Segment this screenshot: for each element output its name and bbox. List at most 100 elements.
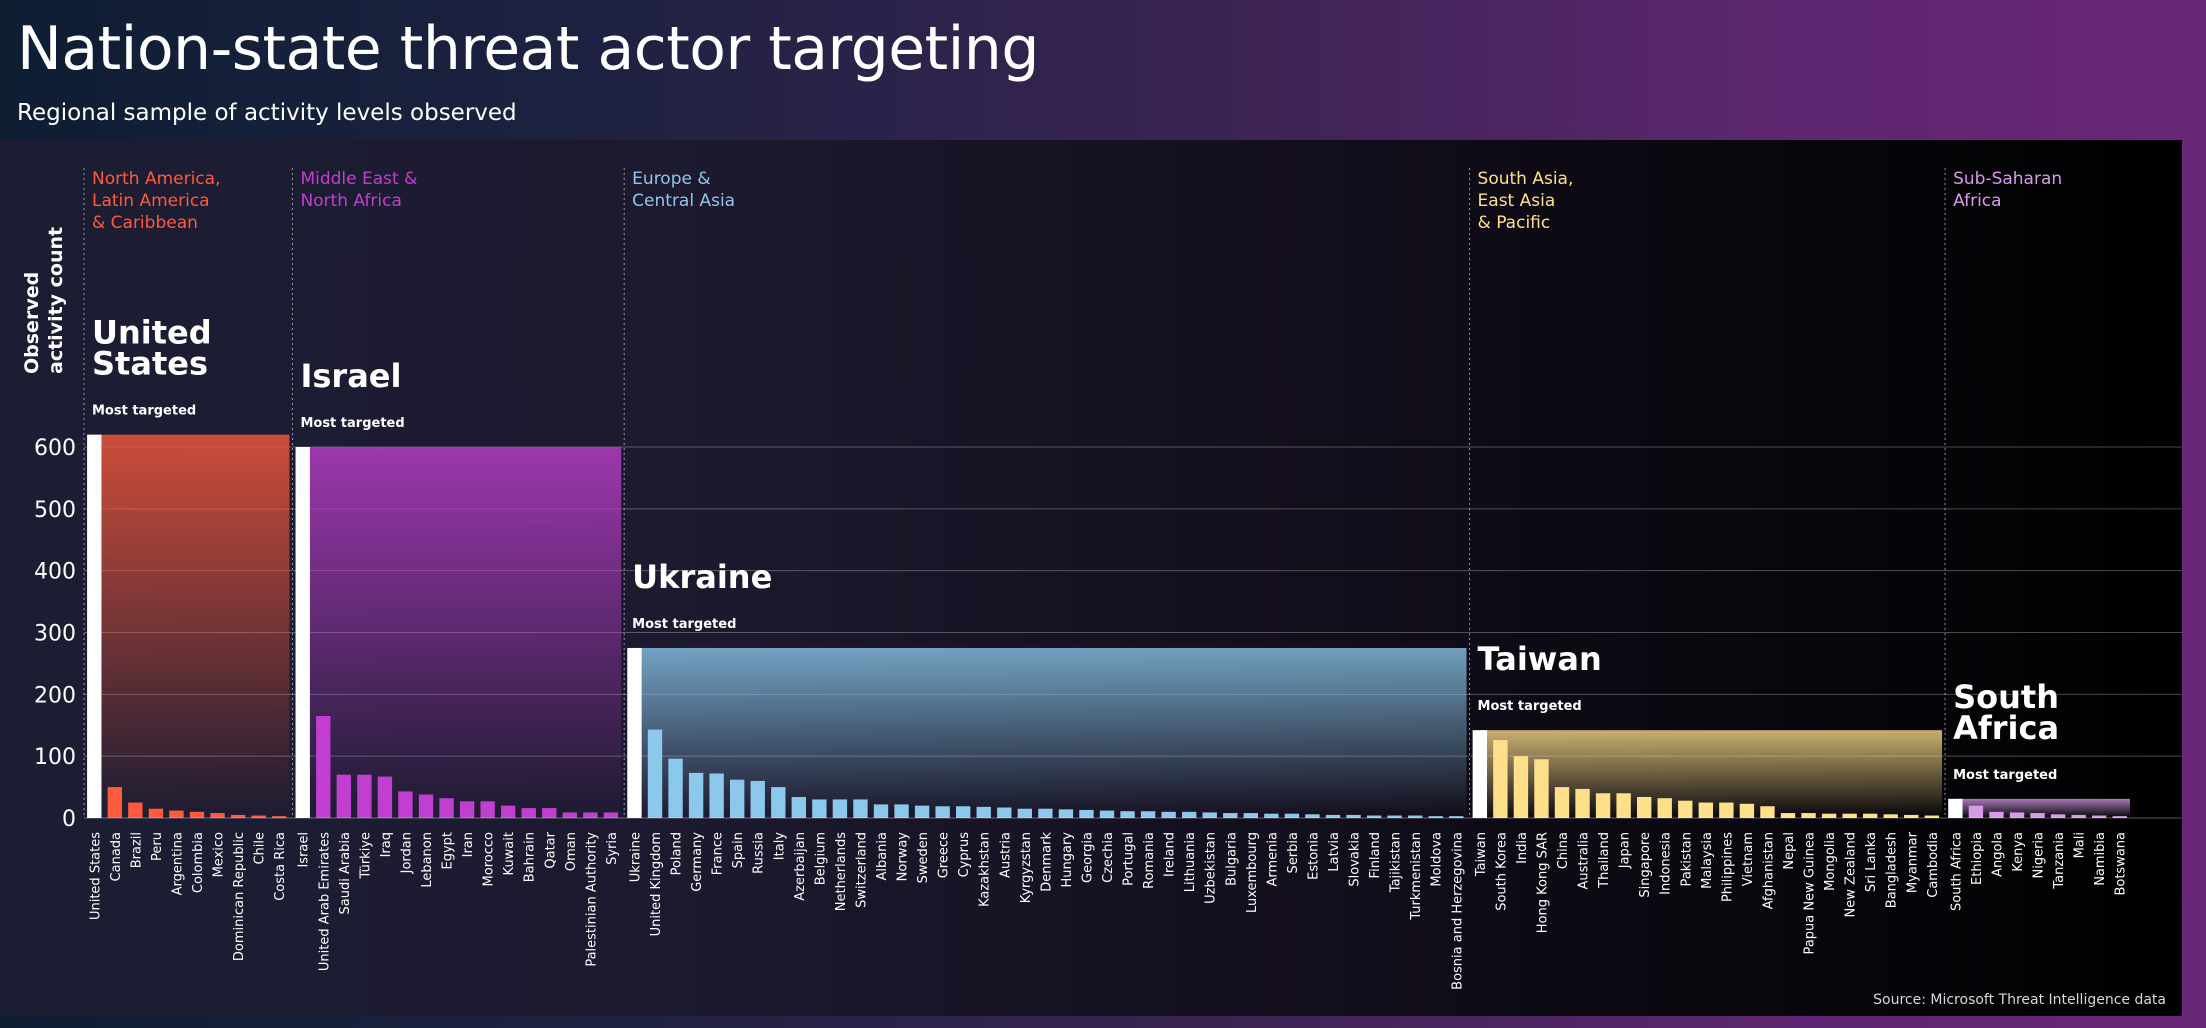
y-tick-label: 500: [34, 498, 76, 523]
top-value-band: [302, 447, 622, 818]
x-tick-label: Turkmenistan: [1409, 832, 1424, 921]
bar: [2009, 812, 2025, 818]
bar: [955, 806, 971, 818]
bar: [316, 715, 331, 818]
bar: [398, 791, 413, 818]
bar: [1534, 759, 1549, 818]
bar: [709, 773, 724, 818]
x-tick-label: Finland: [1368, 832, 1383, 878]
bar: [1678, 800, 1693, 818]
bar: [1760, 806, 1775, 818]
x-tick-label: Switzerland: [854, 832, 869, 908]
bar-chart: 0 100 200 300 400 500 600 Observed activity coun…: [21, 168, 2182, 990]
bar: [1657, 798, 1672, 818]
bar: [1904, 814, 1919, 818]
bar: [771, 787, 786, 818]
bar: [894, 804, 909, 818]
x-tick-label: Poland: [670, 832, 685, 875]
bar: [148, 808, 164, 818]
x-tick-label: Ethiopia: [1970, 832, 1985, 885]
bar: [2071, 814, 2086, 818]
bar: [1428, 816, 1443, 818]
x-tick-label: United Arab Emirates: [317, 832, 332, 971]
x-tick-label: Estonia: [1306, 832, 1321, 880]
x-tick-label: Nepal: [1782, 832, 1797, 870]
bar: [271, 816, 287, 818]
x-tick-label: Brazil: [129, 832, 144, 868]
x-tick-label: Azerbaijan: [793, 832, 808, 901]
page-title: Nation-state threat actor targeting: [17, 14, 1039, 84]
bar: [1554, 787, 1570, 818]
bar: [688, 772, 704, 818]
region-label: Middle East & North Africa: [300, 169, 417, 211]
x-tick-label: Angola: [1990, 832, 2005, 877]
y-tick-label: 100: [34, 745, 76, 770]
bar: [1821, 813, 1837, 818]
x-tick-label: South Africa: [1949, 832, 1964, 911]
x-tick-label: Singapore: [1638, 832, 1653, 898]
bar: [832, 799, 848, 818]
x-tick-label: Uzbekistan: [1204, 832, 1219, 904]
x-tick-label: Nigeria: [2032, 832, 2047, 879]
x-tick-label: Austria: [998, 832, 1013, 878]
y-tick-label: 200: [34, 683, 76, 708]
x-tick-label: Czechia: [1101, 832, 1116, 883]
x-tick-label: Denmark: [1039, 832, 1054, 892]
y-tick-label: 300: [34, 622, 76, 647]
bar: [1161, 811, 1176, 818]
x-tick-label: Armenia: [1265, 832, 1280, 887]
page-subtitle: Regional sample of activity levels obser…: [17, 100, 517, 126]
bar: [1595, 793, 1611, 818]
x-tick-label: Türkiye: [358, 832, 373, 880]
bar: [1202, 812, 1217, 818]
x-tick-label: Jordan: [399, 832, 414, 874]
bar: [1305, 814, 1320, 818]
bar: [1948, 798, 1963, 818]
bar: [1079, 809, 1094, 818]
x-tick-label: United Kingdom: [649, 832, 664, 936]
bar: [1264, 813, 1279, 818]
x-tick-label: Hungary: [1060, 832, 1075, 888]
bar: [668, 758, 683, 818]
bar: [1449, 816, 1464, 818]
x-tick-label: Cyprus: [957, 832, 972, 878]
bar: [2091, 815, 2107, 818]
x-tick-label: Kazakhstan: [978, 832, 993, 907]
bar: [1801, 813, 1816, 818]
bar: [1842, 813, 1857, 818]
bar: [1099, 810, 1115, 818]
bar: [976, 806, 991, 818]
bar: [500, 805, 516, 818]
x-tick-label: Philippines: [1720, 832, 1735, 902]
top-country-label: South Africa: [1953, 678, 2059, 747]
x-tick-label: Netherlands: [834, 832, 849, 911]
x-tick-label: Mongolia: [1823, 832, 1838, 891]
y-tick-label: 600: [34, 436, 76, 461]
x-tick-label: Israel: [297, 832, 312, 868]
x-tick-label: Syria: [605, 832, 620, 865]
bar: [230, 814, 246, 818]
bar: [1636, 796, 1652, 818]
x-tick-label: Qatar: [543, 831, 558, 868]
bar: [521, 808, 536, 818]
x-tick-label: Indonesia: [1659, 832, 1674, 895]
bar: [1575, 788, 1590, 818]
x-tick-label: Mexico: [212, 832, 227, 877]
x-tick-label: Iran: [461, 832, 476, 857]
x-tick-label: Kuwait: [502, 832, 517, 875]
x-tick-label: Australia: [1577, 832, 1592, 890]
x-tick-label: Norway: [896, 832, 911, 882]
bar: [1366, 815, 1382, 818]
bar: [251, 815, 266, 818]
x-tick-label: France: [711, 832, 726, 875]
bar: [1120, 811, 1135, 818]
bar: [87, 434, 102, 818]
x-tick-label: Palestinian Authority: [584, 832, 599, 967]
x-tick-label: Sri Lanka: [1864, 832, 1879, 892]
bar: [189, 811, 205, 818]
top-country-label: United States: [92, 314, 212, 383]
bar: [459, 801, 475, 818]
bar: [1968, 805, 1984, 818]
top-country-label: Ukraine: [632, 558, 772, 596]
